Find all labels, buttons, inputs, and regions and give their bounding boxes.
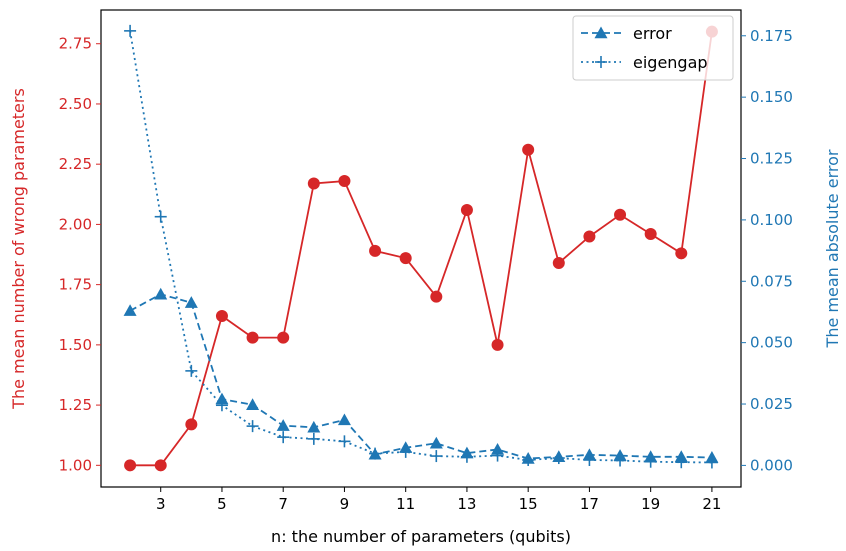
data-point (675, 247, 688, 260)
series-error (123, 287, 719, 464)
data-point (124, 24, 137, 37)
data-point (399, 445, 412, 458)
data-point (522, 143, 535, 156)
data-point (246, 420, 259, 433)
series-line (130, 31, 713, 467)
data-point (644, 455, 657, 468)
data-point (491, 442, 505, 455)
legend-entry: eigengap (581, 53, 708, 72)
y-left-tick-label: 1.00 (59, 456, 92, 474)
data-point (124, 459, 137, 472)
series-left-0 (124, 25, 718, 472)
x-tick-label: 11 (396, 495, 415, 513)
y-right-tick-label: 0.150 (750, 88, 793, 106)
x-tick-label: 15 (519, 495, 538, 513)
y-right-tick-label: 0.000 (750, 456, 793, 474)
data-point (460, 203, 473, 216)
axes: 3 5 7 9 11 13 15 17 19 21 1.00 1.25 1.50 1.75 2.00 2.25… (59, 27, 793, 513)
data-point (338, 175, 351, 188)
y-left-tick-label: 1.75 (59, 276, 92, 294)
data-point (491, 449, 504, 462)
data-point (215, 309, 228, 322)
data-point (246, 398, 260, 410)
data-point (307, 420, 321, 433)
y-right-tick-label: 0.025 (750, 395, 793, 413)
data-point (522, 453, 535, 466)
data-point (337, 413, 351, 426)
data-point (154, 210, 167, 223)
x-tick-label: 19 (641, 495, 660, 513)
y-axis-left-label: The mean number of wrong parameters (9, 88, 28, 410)
series-line (129, 293, 712, 460)
x-tick-label: 7 (278, 495, 288, 513)
plot-frame (100, 9, 742, 488)
y-left-tick-label: 2.25 (59, 155, 92, 173)
y-left-tick-label: 1.50 (59, 336, 92, 354)
data-point (583, 230, 596, 243)
legend-entry: error (581, 24, 672, 43)
data-point (154, 287, 168, 300)
x-tick-label: 13 (457, 495, 476, 513)
x-tick-label: 17 (580, 495, 599, 513)
data-point (369, 447, 382, 460)
data-point (675, 456, 688, 469)
data-point (644, 228, 657, 241)
data-point (583, 453, 596, 466)
data-point (307, 177, 320, 190)
data-point (307, 432, 320, 445)
data-point (674, 450, 688, 463)
y-right-tick-label: 0.175 (750, 27, 793, 45)
y-left-tick-label: 2.00 (59, 215, 92, 233)
data-point (277, 431, 290, 444)
legend: error eigengap (572, 15, 734, 81)
x-tick-label: 21 (702, 495, 721, 513)
data-point (430, 290, 443, 303)
data-point (430, 450, 443, 463)
x-tick-label: 5 (217, 495, 227, 513)
y-left-tick-label: 2.75 (59, 35, 92, 53)
y-right-tick-label: 0.100 (750, 211, 793, 229)
y-left-tick-label: 2.50 (59, 95, 92, 113)
series-line (129, 30, 712, 464)
data-point (338, 435, 351, 448)
data-point (369, 244, 382, 257)
y-left-tick-label: 1.25 (59, 396, 92, 414)
legend-box (572, 15, 734, 81)
y-right-tick-label: 0.050 (750, 334, 793, 352)
legend-label: error (633, 24, 672, 43)
data-point (215, 399, 228, 412)
data-point (705, 456, 718, 469)
data-point (154, 459, 167, 472)
series-layer (123, 24, 719, 472)
legend-marker (594, 26, 608, 39)
x-tick-label: 9 (340, 495, 350, 513)
legend-label: eigengap (633, 53, 708, 72)
data-point (184, 296, 198, 308)
data-point (276, 419, 290, 431)
data-point (123, 304, 137, 316)
data-point (614, 454, 627, 467)
data-point (460, 450, 473, 463)
data-point (399, 252, 412, 265)
legend-marker (595, 56, 607, 68)
data-point (429, 436, 443, 449)
x-axis-label: n: the number of parameters (qubits) (271, 527, 571, 546)
x-tick-label: 3 (156, 495, 166, 513)
data-point (185, 418, 198, 431)
data-point (552, 256, 565, 269)
data-point (277, 331, 290, 344)
data-point (246, 331, 259, 344)
plot-area (100, 9, 742, 488)
data-point (185, 364, 198, 377)
y-right-tick-label: 0.125 (750, 150, 793, 168)
data-point (552, 452, 565, 465)
y-axis-right-label: The mean absolute error (823, 149, 842, 348)
series-eigengap (124, 24, 718, 469)
data-point (491, 338, 504, 351)
y-right-tick-label: 0.075 (750, 272, 793, 290)
data-point (614, 208, 627, 221)
